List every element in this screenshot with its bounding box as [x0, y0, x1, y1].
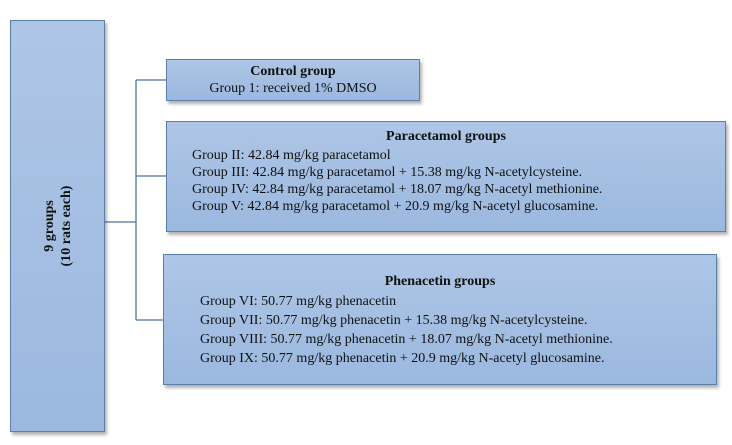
group-line: Group V: 42.84 mg/kg paracetamol + 20.9 …	[192, 199, 599, 214]
root-groups-label: 9 groups (10 rats each)	[41, 186, 75, 267]
root-groups-box: 9 groups (10 rats each)	[10, 20, 105, 432]
group-line: Group IX: 50.77 mg/kg phenacetin + 20.9 …	[200, 351, 605, 366]
control-group-title: Control group	[250, 64, 336, 79]
phenacetin-groups-list: Group VI: 50.77 mg/kg phenacetin Group V…	[164, 292, 716, 368]
paracetamol-groups-title: Paracetamol groups	[386, 129, 506, 144]
phenacetin-groups-title: Phenacetin groups	[384, 274, 496, 289]
group-line: Group IV: 42.84 mg/kg paracetamol + 18.0…	[192, 182, 603, 197]
phenacetin-groups-box: Phenacetin groups Group VI: 50.77 mg/kg …	[163, 254, 717, 385]
control-group-box: Control group Group 1: received 1% DMSO	[166, 59, 420, 101]
paracetamol-groups-box: Paracetamol groups Group II: 42.84 mg/kg…	[166, 121, 726, 232]
group-line: Group VI: 50.77 mg/kg phenacetin	[200, 294, 397, 309]
control-group-line: Group 1: received 1% DMSO	[209, 81, 377, 96]
group-line: Group VII: 50.77 mg/kg phenacetin + 15.3…	[200, 313, 588, 328]
paracetamol-groups-list: Group II: 42.84 mg/kg paracetamol Group …	[167, 147, 725, 215]
group-line: Group II: 42.84 mg/kg paracetamol	[192, 148, 391, 163]
root-groups-size: (10 rats each)	[58, 185, 74, 267]
group-line: Group III: 42.84 mg/kg paracetamol + 15.…	[192, 165, 583, 180]
root-groups-count: 9 groups	[41, 200, 57, 252]
group-line: Group VIII: 50.77 mg/kg phenacetin + 18.…	[200, 332, 613, 347]
